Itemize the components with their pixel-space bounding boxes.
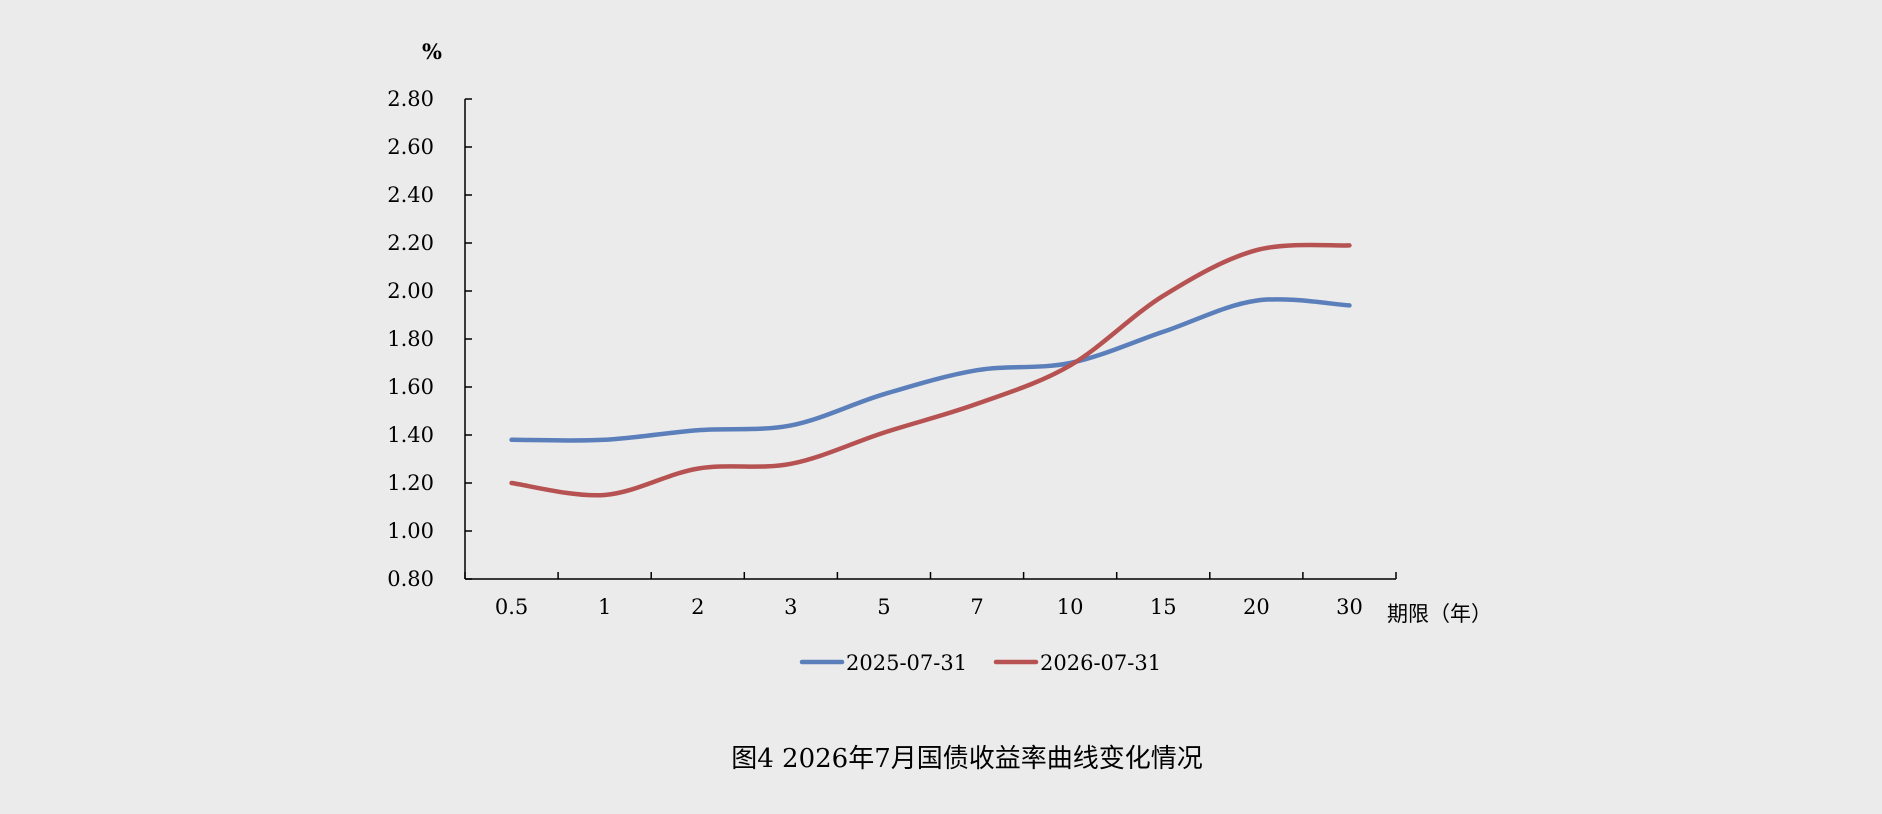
y-tick-label: 0.80 xyxy=(387,567,434,591)
x-axis-title: 期限（年） xyxy=(1387,602,1492,626)
y-tick-label: 2.40 xyxy=(387,183,434,207)
y-axis: 0.80 1.00 1.20 1.40 1.60 1.80 2.00 2.20 2.40 2.60… xyxy=(387,87,472,591)
series-layer xyxy=(509,242,1352,498)
x-tick-label: 2 xyxy=(691,595,704,619)
x-tick-label: 10 xyxy=(1057,595,1084,619)
series-line xyxy=(509,242,1352,498)
y-axis-unit-label: % xyxy=(422,39,442,64)
y-tick-label: 2.80 xyxy=(387,87,434,111)
legend-label: 2025-07-31 xyxy=(846,651,967,675)
legend-item: 2026-07-31 xyxy=(993,651,1161,675)
x-tick-label: 0.5 xyxy=(495,595,528,619)
x-tick-label: 3 xyxy=(784,595,797,619)
y-tick-label: 1.20 xyxy=(387,471,434,495)
y-tick-label: 1.40 xyxy=(387,423,434,447)
y-tick-label: 1.80 xyxy=(387,327,434,351)
legend-label: 2026-07-31 xyxy=(1040,651,1161,675)
legend: 2025-07-31 2026-07-31 xyxy=(799,651,1161,675)
y-tick-label: 1.60 xyxy=(387,375,434,399)
series-2025-07-31 xyxy=(509,297,1352,443)
chart-title: 图4 2026年7月国债收益率曲线变化情况 xyxy=(731,744,1203,774)
y-tick-label: 1.00 xyxy=(387,519,434,543)
y-tick-label: 2.20 xyxy=(387,231,434,255)
y-tick-label: 2.00 xyxy=(387,279,434,303)
legend-item: 2025-07-31 xyxy=(799,651,967,675)
x-tick-label: 20 xyxy=(1243,595,1270,619)
y-tick-label: 2.60 xyxy=(387,135,434,159)
series-line xyxy=(509,297,1352,443)
x-tick-label: 30 xyxy=(1336,595,1363,619)
x-tick-label: 15 xyxy=(1150,595,1177,619)
x-tick-label: 7 xyxy=(970,595,983,619)
series-2026-07-31 xyxy=(509,242,1352,498)
x-axis: 0.5 1 2 3 5 7 10 15 20 30 xyxy=(464,572,1397,619)
x-tick-label: 5 xyxy=(877,595,890,619)
x-tick-label: 1 xyxy=(598,595,611,619)
